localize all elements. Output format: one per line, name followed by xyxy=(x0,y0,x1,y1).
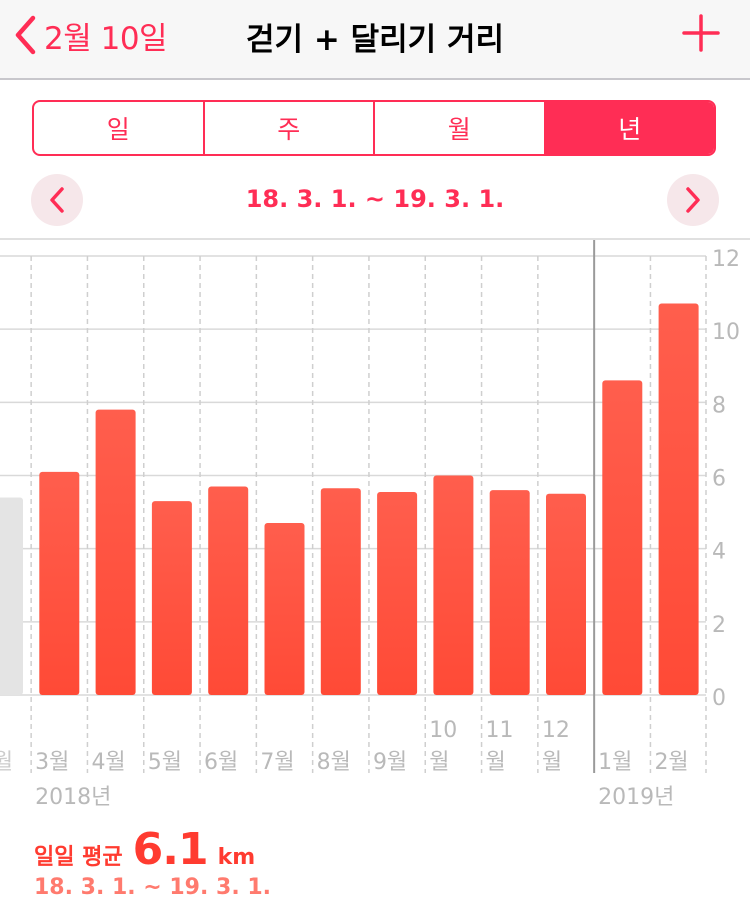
navigation-bar: 2월 10일 걷기 + 달리기 거리 xyxy=(0,0,750,80)
plus-icon xyxy=(682,14,720,52)
x-tick-label: 3월 xyxy=(35,750,69,775)
y-tick-label: 12 xyxy=(712,247,740,272)
year-label: 2018년 xyxy=(35,785,111,810)
back-button-label: 2월 10일 xyxy=(44,20,168,57)
bar-6[interactable] xyxy=(264,523,305,695)
chevron-left-icon xyxy=(15,15,36,55)
daily-average-value: 6.1 xyxy=(132,824,209,875)
summary-date-range: 18. 3. 1. ~ 19. 3. 1. xyxy=(34,875,271,900)
segment-month[interactable]: 월 xyxy=(375,102,546,154)
bar-10[interactable] xyxy=(489,490,530,695)
x-tick-label: 9월 xyxy=(373,750,407,775)
bar-1[interactable] xyxy=(0,497,23,695)
x-tick-label: 10 xyxy=(429,718,457,743)
date-range-navigator: 18. 3. 1. ~ 19. 3. 1. xyxy=(0,170,750,230)
add-data-button[interactable] xyxy=(682,14,720,56)
chart-canvas: 0 2 4 6 8 10 12 2월 3월 4월 5월 6월 7월 8월 9월 10 월 11 월 12 월 1월 2월 20… xyxy=(0,238,750,810)
y-tick-label: 0 xyxy=(712,686,726,711)
x-tick-label: 4월 xyxy=(91,750,125,775)
chevron-left-icon xyxy=(50,187,64,213)
y-tick-label: 6 xyxy=(712,467,726,492)
bar-2[interactable] xyxy=(39,471,80,695)
segment-day[interactable]: 일 xyxy=(34,102,205,154)
distance-bar-chart[interactable]: 0 2 4 6 8 10 12 2월 3월 4월 5월 6월 7월 8월 9월 10 월 11 월 12 월 1월 2월 20… xyxy=(0,238,750,818)
chevron-right-icon xyxy=(686,187,700,213)
bar-11[interactable] xyxy=(546,493,586,695)
daily-average-summary: 일일 평균 6.1 km xyxy=(34,824,255,875)
bar-4[interactable] xyxy=(151,501,192,695)
segment-year[interactable]: 년 xyxy=(545,102,714,154)
previous-range-button[interactable] xyxy=(31,174,83,226)
segment-week[interactable]: 주 xyxy=(205,102,375,154)
daily-average-unit: km xyxy=(217,845,256,870)
year-label: 2019년 xyxy=(598,785,674,810)
x-tick-label-suffix: 월 xyxy=(486,750,506,775)
y-tick-label: 4 xyxy=(712,540,726,565)
y-tick-label: 2 xyxy=(712,613,726,638)
period-segmented-control: 일 주 월 년 xyxy=(32,100,716,156)
bar-12[interactable] xyxy=(602,380,643,695)
x-tick-label: 2월 xyxy=(654,750,688,775)
back-button[interactable]: 2월 10일 xyxy=(14,10,168,60)
x-tick-label: 12 xyxy=(542,718,570,743)
bar-13[interactable] xyxy=(658,303,699,695)
y-tick-label: 10 xyxy=(712,320,740,345)
x-tick-label-suffix: 월 xyxy=(542,750,562,775)
x-tick-label-suffix: 월 xyxy=(429,750,449,775)
bar-8[interactable] xyxy=(377,491,418,695)
x-tick-label: 5월 xyxy=(148,750,182,775)
daily-average-label: 일일 평균 xyxy=(34,845,123,870)
bar-7[interactable] xyxy=(320,488,361,695)
x-tick-label: 7월 xyxy=(260,750,294,775)
x-tick-label: 1월 xyxy=(598,750,632,775)
page-title: 걷기 + 달리기 거리 xyxy=(246,22,504,58)
next-range-button[interactable] xyxy=(667,174,719,226)
bar-3[interactable] xyxy=(95,409,136,695)
x-tick-label: 8월 xyxy=(317,750,351,775)
x-tick-label: 2월 xyxy=(0,750,13,775)
y-tick-label: 8 xyxy=(712,393,726,418)
bar-5[interactable] xyxy=(208,486,249,695)
date-range-label: 18. 3. 1. ~ 19. 3. 1. xyxy=(245,185,505,213)
x-tick-label: 11 xyxy=(486,718,514,743)
x-tick-label: 6월 xyxy=(204,750,238,775)
bar-9[interactable] xyxy=(433,475,474,696)
